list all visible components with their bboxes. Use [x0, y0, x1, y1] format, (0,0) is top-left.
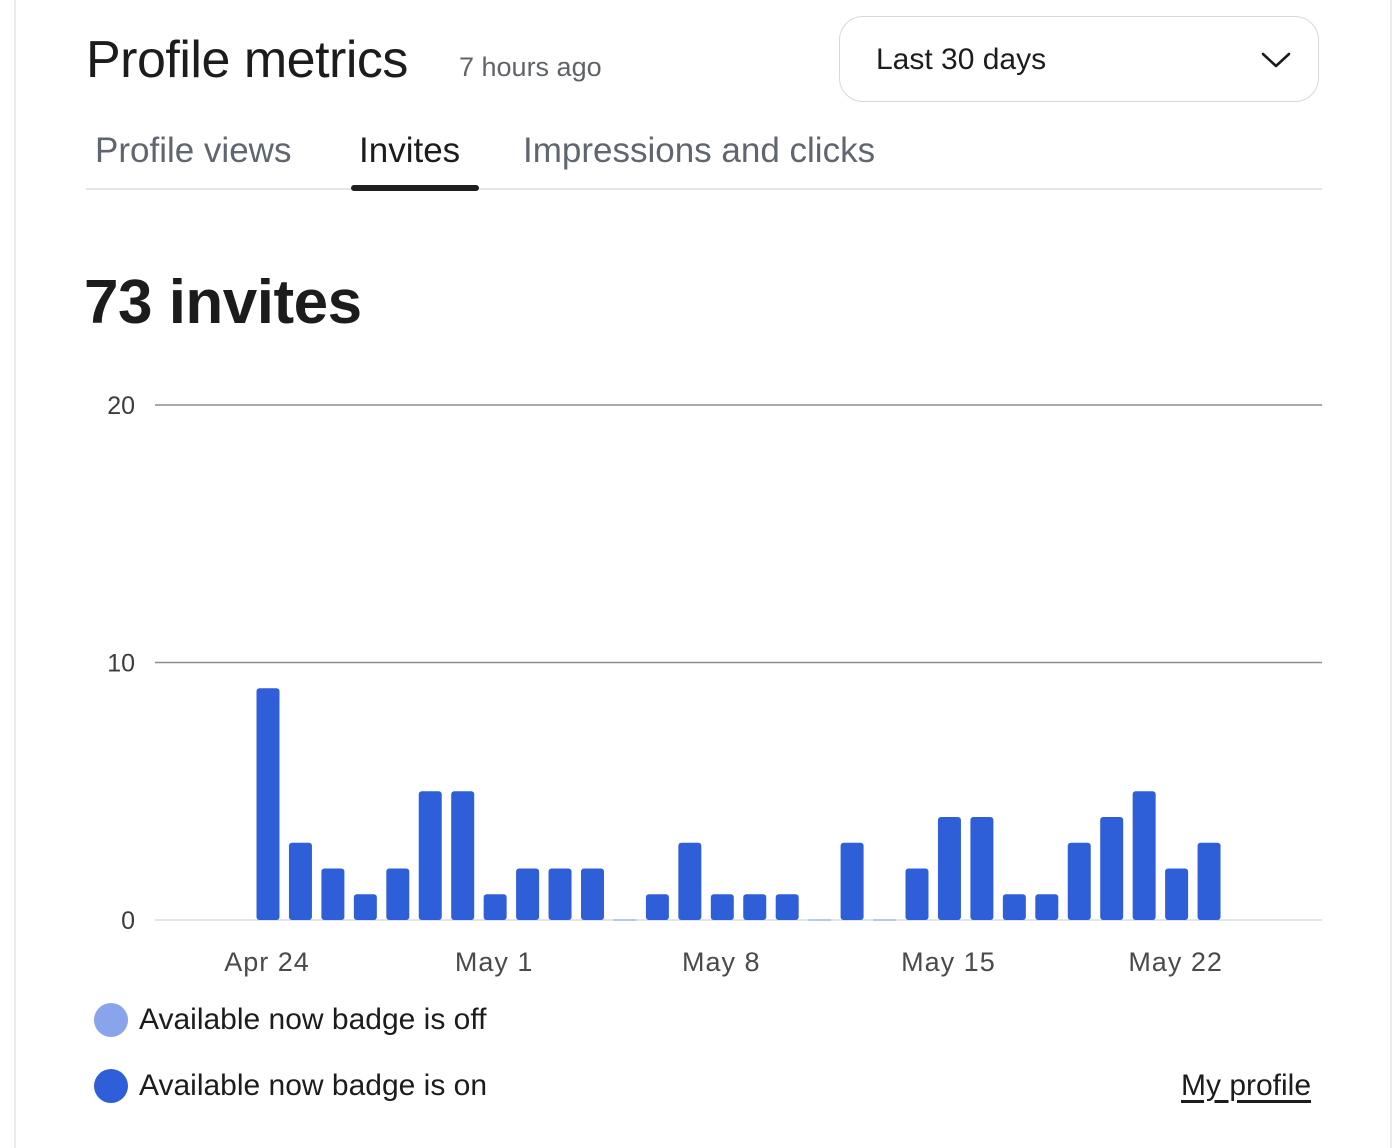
- last-updated-text: 7 hours ago: [459, 52, 602, 82]
- x-tick-label: May 15: [901, 947, 996, 977]
- legend-swatch-badge-off: [94, 1003, 128, 1037]
- chevron-down-icon: [1261, 52, 1291, 68]
- bar-on-may-23[interactable]: [1197, 842, 1221, 920]
- bar-on-may-1[interactable]: [483, 894, 507, 920]
- bar-on-apr-30[interactable]: [451, 791, 475, 920]
- my-profile-link[interactable]: My profile: [1181, 1069, 1312, 1102]
- bar-on-may-18[interactable]: [1035, 894, 1059, 920]
- bar-on-may-19[interactable]: [1067, 842, 1091, 920]
- bar-on-may-8[interactable]: [710, 894, 734, 920]
- legend-swatch-badge-on: [94, 1069, 128, 1103]
- date-range-dropdown[interactable]: Last 30 days: [839, 16, 1319, 102]
- invites-total: 73 invites: [84, 268, 362, 337]
- bar-on-may-21[interactable]: [1132, 791, 1156, 920]
- bar-on-may-3[interactable]: [548, 868, 572, 921]
- bar-on-may-14[interactable]: [905, 868, 929, 921]
- metrics-tabs: Profile views Invites Impressions and cl…: [86, 126, 1322, 191]
- y-tick-label: 20: [107, 392, 135, 420]
- x-tick-label: May 22: [1128, 947, 1223, 977]
- bar-on-apr-25[interactable]: [288, 842, 312, 920]
- card-border-left: [14, 0, 16, 1148]
- x-tick-label: Apr 24: [224, 947, 310, 977]
- bar-on-may-22[interactable]: [1165, 868, 1189, 921]
- page-title: Profile metrics: [86, 31, 408, 89]
- y-tick-label: 0: [121, 907, 135, 935]
- x-tick-label: May 8: [682, 947, 761, 977]
- bar-on-apr-28[interactable]: [386, 868, 410, 921]
- bar-on-apr-27[interactable]: [353, 894, 377, 920]
- bar-on-apr-24[interactable]: [256, 688, 280, 920]
- bar-on-may-15[interactable]: [937, 817, 961, 920]
- bar-on-may-6[interactable]: [645, 894, 669, 920]
- bar-on-may-9[interactable]: [743, 894, 767, 920]
- tab-profile-views[interactable]: Profile views: [95, 131, 292, 170]
- tabs-divider: [86, 188, 1322, 190]
- tab-invites[interactable]: Invites: [359, 131, 461, 170]
- bar-on-may-7[interactable]: [678, 842, 702, 920]
- legend-label-badge-off: Available now badge is off: [139, 1003, 487, 1036]
- tab-impressions-and-clicks[interactable]: Impressions and clicks: [523, 131, 876, 170]
- card-border-right: [1390, 0, 1392, 1148]
- bar-on-may-10[interactable]: [775, 894, 799, 920]
- bar-on-may-20[interactable]: [1100, 817, 1124, 920]
- active-tab-indicator: [351, 185, 479, 191]
- bar-on-may-16[interactable]: [970, 817, 994, 920]
- legend-label-badge-on: Available now badge is on: [139, 1069, 488, 1102]
- bar-on-may-12[interactable]: [840, 842, 864, 920]
- date-range-value: Last 30 days: [876, 43, 1047, 76]
- bar-on-may-4[interactable]: [581, 868, 604, 921]
- bar-on-apr-26[interactable]: [321, 868, 345, 921]
- y-tick-label: 10: [107, 650, 135, 678]
- bar-on-may-2[interactable]: [516, 868, 540, 921]
- bar-on-may-17[interactable]: [1002, 894, 1026, 920]
- bar-on-apr-29[interactable]: [418, 791, 442, 920]
- x-tick-label: May 1: [455, 947, 534, 977]
